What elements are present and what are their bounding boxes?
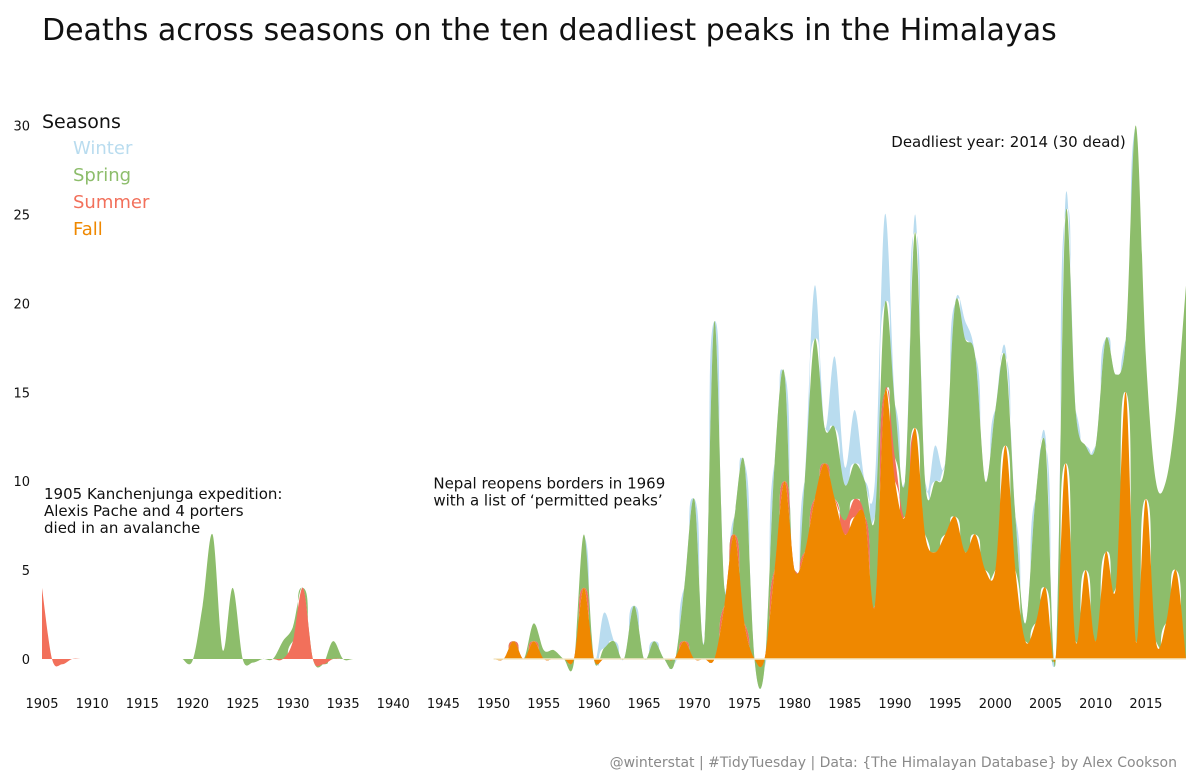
y-tick-label: 20: [13, 297, 30, 312]
legend: Seasons Winter Spring Summer Fall: [42, 111, 150, 240]
annotation-text: died in an avalanche: [44, 519, 200, 537]
x-tick-label: 1945: [427, 697, 460, 712]
x-tick-label: 1975: [728, 697, 761, 712]
legend-item-summer: Summer: [73, 192, 150, 213]
x-tick-label: 1940: [377, 697, 410, 712]
x-tick-label: 1960: [577, 697, 610, 712]
legend-item-fall: Fall: [73, 219, 103, 240]
x-tick-label: 1925: [226, 697, 259, 712]
x-tick-label: 2000: [979, 697, 1012, 712]
y-axis-ticks: 0 5 10 15 20 25 30: [13, 120, 30, 668]
area-fall-series: [493, 389, 1187, 668]
x-tick-label: 2005: [1029, 697, 1062, 712]
annotation-text: 1905 Kanchenjunga expedition:: [44, 485, 282, 503]
area-spring-series: [182, 125, 1186, 689]
y-tick-label: 30: [13, 120, 30, 135]
x-tick-label: 2015: [1129, 697, 1162, 712]
annotation-text: Alexis Pache and 4 porters: [44, 502, 244, 520]
stacked-areas: [42, 125, 1187, 689]
x-tick-label: 1915: [126, 697, 159, 712]
y-tick-label: 0: [22, 653, 30, 668]
annotation-text: Deadliest year: 2014 (30 dead): [891, 133, 1126, 151]
annotation-text: Nepal reopens borders in 1969: [433, 474, 665, 492]
x-tick-label: 1980: [778, 697, 811, 712]
x-tick-label: 1935: [327, 697, 360, 712]
x-tick-label: 1965: [628, 697, 661, 712]
legend-item-spring: Spring: [73, 165, 131, 186]
x-tick-label: 1920: [176, 697, 209, 712]
x-tick-label: 1910: [76, 697, 109, 712]
x-tick-label: 1930: [276, 697, 309, 712]
legend-title: Seasons: [42, 111, 121, 133]
y-tick-label: 15: [13, 386, 30, 401]
x-tick-label: 1985: [828, 697, 861, 712]
legend-item-winter: Winter: [73, 138, 133, 159]
x-tick-label: 1955: [527, 697, 560, 712]
y-tick-label: 25: [13, 209, 30, 224]
x-tick-label: 1990: [878, 697, 911, 712]
chart-title: Deaths across seasons on the ten deadlie…: [42, 13, 1057, 48]
y-tick-label: 5: [22, 564, 30, 579]
x-tick-label: 1995: [929, 697, 962, 712]
y-tick-label: 10: [13, 475, 30, 490]
annotations: 1905 Kanchenjunga expedition:Alexis Pach…: [44, 133, 1126, 537]
chart-caption: @winterstat | #TidyTuesday | Data: {The …: [610, 755, 1177, 771]
annotation-text: with a list of ‘permitted peaks’: [433, 491, 662, 509]
x-tick-label: 2010: [1079, 697, 1112, 712]
x-tick-label: 1905: [25, 697, 58, 712]
x-axis-ticks: 1905 1910 1915 1920 1925 1930 1935 1940 1945 1950…: [25, 697, 1162, 712]
x-tick-label: 1970: [678, 697, 711, 712]
x-tick-label: 1950: [477, 697, 510, 712]
